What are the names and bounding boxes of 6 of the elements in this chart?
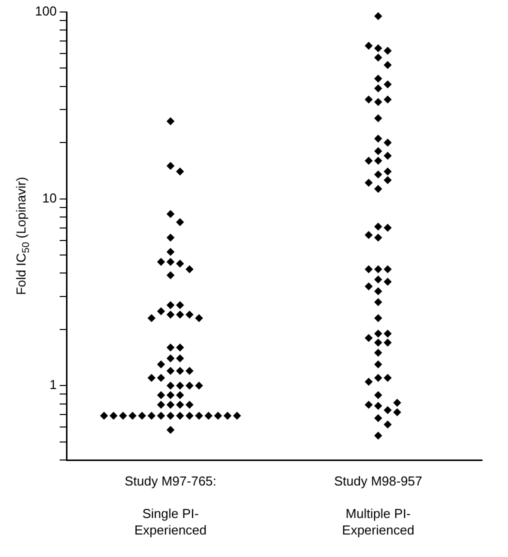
y-axis-title: Fold IC50 (Lopinavir) (14, 176, 32, 296)
category-label: Study M97-765: Single PI- Experienced (124, 474, 216, 538)
category-label: Study M98-957 Multiple PI- Experienced (334, 474, 422, 538)
y-tick-label: 10 (42, 190, 57, 206)
y-tick-label: 100 (34, 4, 57, 19)
y-tick-label: 1 (49, 377, 57, 392)
